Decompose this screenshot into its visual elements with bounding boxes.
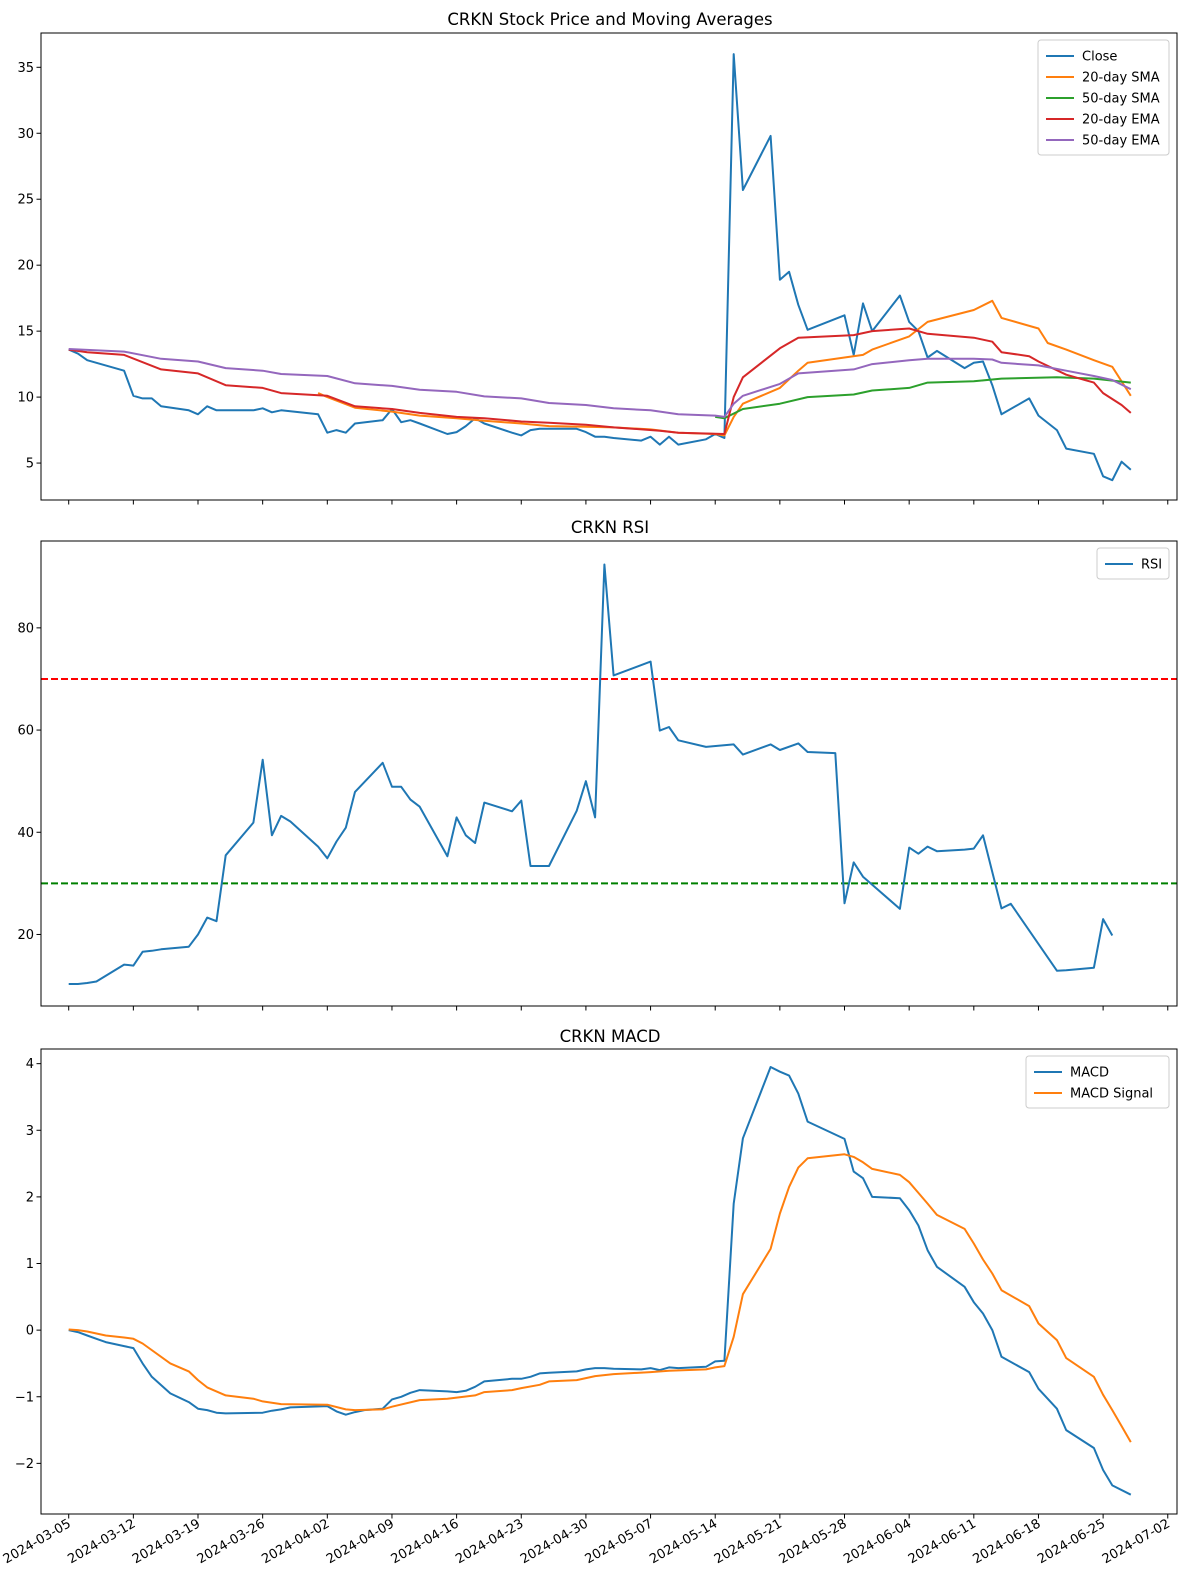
price-y-tick-label: 20: [17, 259, 34, 274]
price-chart-panel: CRKN Stock Price and Moving Averages 5 10…: [17, 10, 1178, 505]
macd-x-tick-label: 2024-06-18: [971, 1516, 1044, 1567]
price-chart-title: CRKN Stock Price and Moving Averages: [447, 10, 772, 29]
macd-x-tick-label: 2024-03-26: [195, 1516, 268, 1567]
macd-y-tick-label: 2: [26, 1190, 34, 1205]
price-legend-box: [1037, 39, 1170, 156]
rsi-y-tick-label: 60: [17, 724, 34, 739]
price-legend: Close 20-day SMA 50-day SMA 20-day EMA 50-da…: [1037, 39, 1170, 156]
macd-x-tick-label: 2024-05-07: [583, 1516, 656, 1567]
macd-y-tick-label: 1: [26, 1257, 34, 1272]
macd-x-tick-label: 2024-04-16: [389, 1516, 462, 1567]
price-legend-label-2: 50-day SMA: [1082, 92, 1160, 107]
macd-x-tick-label: 2024-04-23: [453, 1516, 526, 1567]
macd-x-tick-label: 2024-05-21: [712, 1516, 785, 1567]
macd-x-tick-label: 2024-04-30: [518, 1516, 591, 1567]
rsi-y-tick-label: 20: [17, 928, 34, 943]
macd-x-tick-label: 2024-06-25: [1035, 1516, 1108, 1567]
price-series-line-1: [317, 299, 1132, 437]
macd-x-tick-label: 2024-04-02: [259, 1516, 332, 1567]
macd-x-tick-label: 2024-04-09: [324, 1516, 397, 1567]
rsi-plot-frame: [40, 540, 1178, 1007]
price-legend-label-0: Close: [1082, 50, 1117, 65]
macd-legend-label-0: MACD: [1070, 1066, 1109, 1081]
macd-chart-panel: CRKN MACD −2−1012342024-03-052024-03-122…: [1, 1027, 1178, 1567]
macd-legend: MACD MACD Signal: [1025, 1055, 1170, 1109]
macd-chart-title: CRKN MACD: [560, 1027, 661, 1046]
macd-series-line-0: [68, 1066, 1132, 1496]
macd-y-tick-label: −2: [15, 1457, 34, 1472]
rsi-chart-title: CRKN RSI: [571, 518, 649, 537]
price-legend-label-1: 20-day SMA: [1082, 71, 1160, 86]
macd-x-tick-label: 2024-06-11: [906, 1516, 979, 1567]
price-series-line-3: [68, 327, 1132, 435]
price-y-tick-label: 5: [26, 457, 34, 472]
price-series-line-2: [715, 376, 1131, 420]
macd-plot-frame: [40, 1048, 1178, 1515]
price-y-tick-label: 35: [17, 61, 34, 76]
rsi-series-line-0: [68, 563, 1114, 985]
price-legend-label-4: 50-day EMA: [1082, 134, 1160, 149]
rsi-chart-panel: CRKN RSI 20 40 60 80 RSI: [17, 518, 1178, 1011]
macd-x-tick-label: 2024-05-14: [647, 1516, 720, 1567]
macd-y-tick-label: 4: [26, 1057, 34, 1072]
macd-y-tick-label: −1: [15, 1390, 34, 1405]
macd-x-tick-label: 2024-03-19: [130, 1516, 203, 1567]
macd-legend-label-1: MACD Signal: [1070, 1087, 1153, 1102]
price-series-line-4: [68, 348, 1132, 418]
macd-y-tick-label: 0: [26, 1324, 34, 1339]
rsi-y-tick-label: 40: [17, 826, 34, 841]
rsi-legend-label-0: RSI: [1141, 558, 1162, 573]
macd-y-tick-label: 3: [26, 1124, 34, 1139]
rsi-y-tick-label: 80: [17, 621, 34, 636]
macd-series-line-1: [68, 1153, 1132, 1443]
price-plot-frame: [40, 32, 1178, 501]
macd-x-tick-label: 2024-03-12: [65, 1516, 138, 1567]
price-legend-label-3: 20-day EMA: [1082, 113, 1160, 128]
price-y-tick-label: 25: [17, 193, 34, 208]
macd-x-tick-label: 2024-05-28: [777, 1516, 850, 1567]
price-y-tick-label: 15: [17, 325, 34, 340]
price-y-tick-label: 30: [17, 127, 34, 142]
price-series-line-0: [68, 53, 1132, 482]
macd-x-tick-label: 2024-07-02: [1100, 1516, 1173, 1567]
price-y-tick-label: 10: [17, 391, 34, 406]
macd-legend-box: [1025, 1055, 1170, 1109]
macd-x-tick-label: 2024-03-05: [1, 1516, 74, 1567]
macd-x-tick-label: 2024-06-04: [841, 1516, 914, 1567]
rsi-legend: RSI: [1096, 547, 1170, 580]
